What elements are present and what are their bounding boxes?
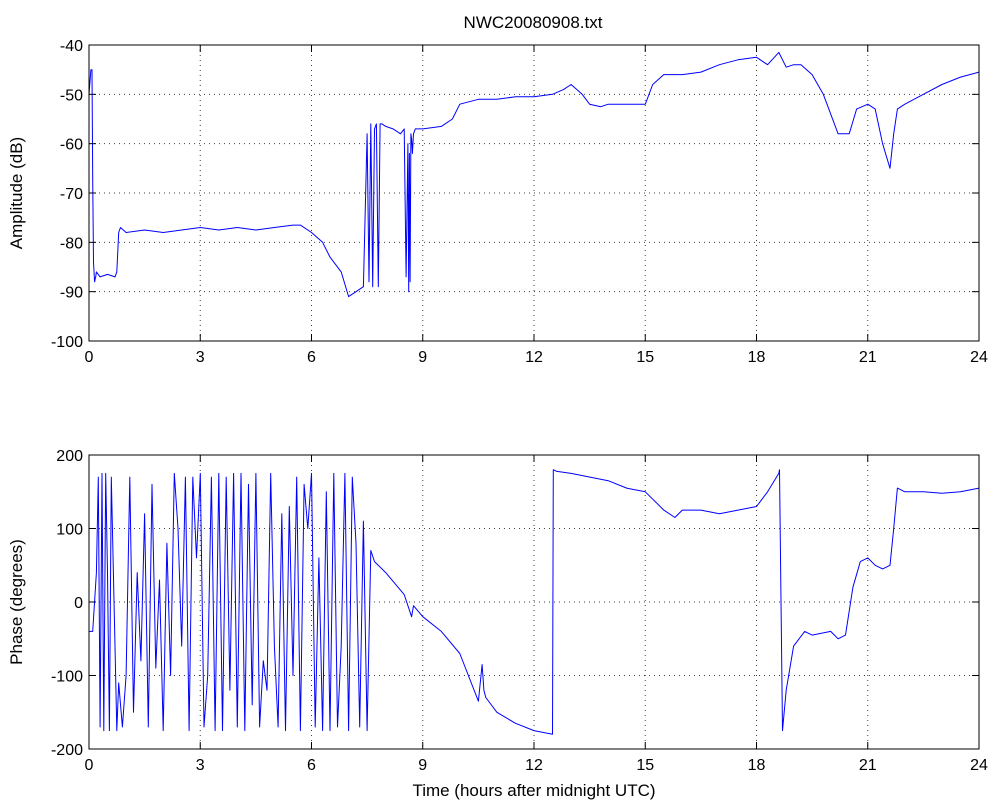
amplitude-ytick-label: -60 (60, 137, 83, 154)
amplitude-xtick-label: 18 (748, 349, 766, 366)
phase-ytick-label: -100 (51, 669, 83, 686)
amplitude-axes: 0 3 6 9 12 15 18 21 24 -100 -90 -80 -70 -60 -50 -40 Amp… (7, 38, 988, 366)
amplitude-grid (89, 45, 979, 341)
phase-ytick-label: -200 (51, 742, 83, 759)
phase-ytick-label: 100 (56, 522, 83, 539)
phase-xtick-label: 21 (859, 757, 877, 774)
amplitude-xtick-label: 24 (970, 349, 988, 366)
phase-ylabel: Phase (degrees) (7, 539, 26, 665)
amplitude-ytick-label: -80 (60, 235, 83, 252)
amplitude-xtick-label: 9 (418, 349, 427, 366)
phase-grid (89, 455, 979, 749)
phase-axes: 0 3 6 9 12 15 18 21 24 -200 -100 0 100 200 Phase (deg… (7, 448, 988, 800)
amplitude-ytick-label: -50 (60, 87, 83, 104)
amplitude-xtick-label: 21 (859, 349, 877, 366)
phase-xlabel: Time (hours after midnight UTC) (412, 781, 655, 800)
phase-series (89, 469, 980, 735)
figure-title: NWC20080908.txt (464, 13, 603, 32)
amplitude-ytick-label: -40 (60, 38, 83, 55)
amplitude-ytick-label: -90 (60, 285, 83, 302)
phase-ytick-label: 200 (56, 448, 83, 465)
amplitude-xtick-label: 12 (525, 349, 543, 366)
amplitude-xtick-label: 6 (307, 349, 316, 366)
amplitude-series-line (88, 51, 980, 298)
phase-xtick-label: 24 (970, 757, 988, 774)
amplitude-series (88, 51, 980, 298)
phase-xtick-label: 9 (418, 757, 427, 774)
amplitude-xtick-label: 15 (636, 349, 654, 366)
amplitude-xtick-label: 3 (196, 349, 205, 366)
amplitude-ytick-label: -100 (51, 334, 83, 351)
phase-xtick-label: 0 (85, 757, 94, 774)
phase-xtick-label: 3 (196, 757, 205, 774)
amplitude-ticks: 0 3 6 9 12 15 18 21 24 -100 -90 -80 -70 -60 -50 -40 (51, 38, 988, 366)
phase-xtick-label: 18 (748, 757, 766, 774)
phase-xtick-label: 15 (636, 757, 654, 774)
amplitude-xtick-label: 0 (85, 349, 94, 366)
phase-xtick-label: 6 (307, 757, 316, 774)
amplitude-ytick-label: -70 (60, 186, 83, 203)
phase-xtick-label: 12 (525, 757, 543, 774)
phase-ticks: 0 3 6 9 12 15 18 21 24 -200 -100 0 100 200 (51, 448, 988, 774)
phase-series-line (89, 469, 980, 735)
phase-ytick-label: 0 (74, 595, 83, 612)
amplitude-ylabel: Amplitude (dB) (7, 137, 26, 249)
